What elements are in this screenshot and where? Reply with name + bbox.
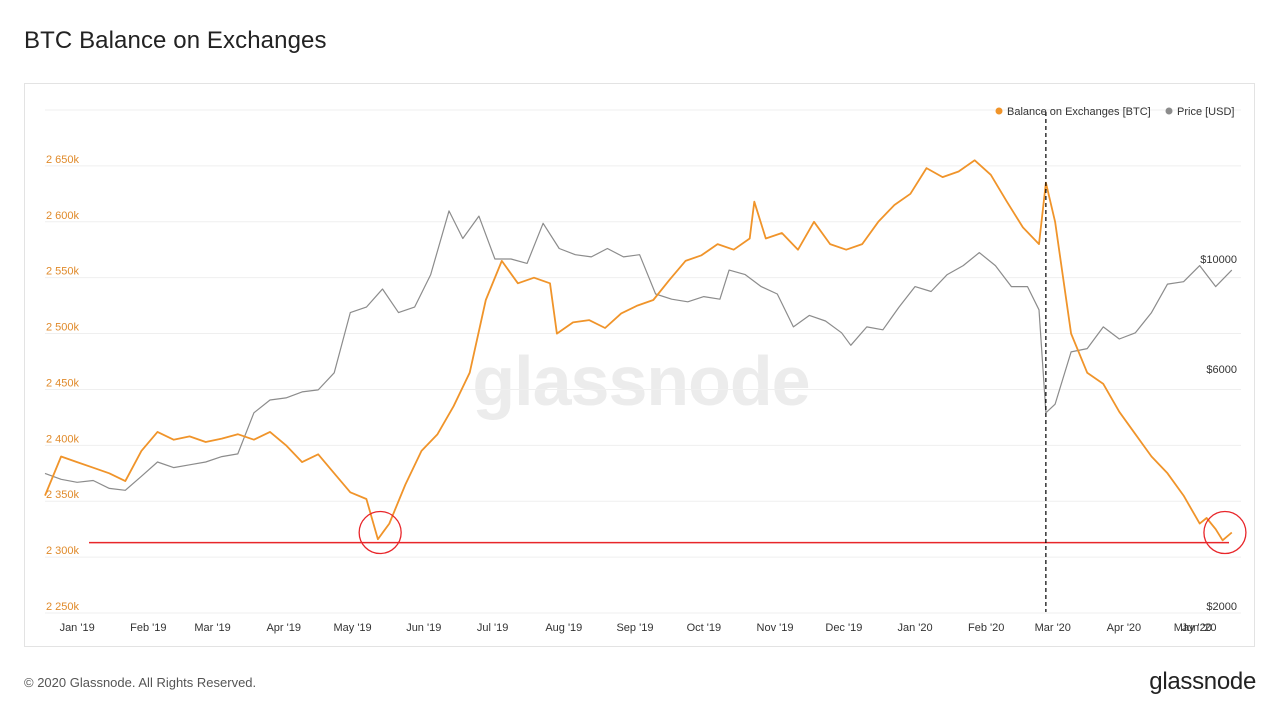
x-tick-label: Jan '20	[897, 622, 932, 634]
highlight-circle	[358, 510, 402, 555]
x-tick-label: Nov '19	[757, 622, 794, 634]
x-tick-label: Oct '19	[687, 622, 722, 634]
x-tick-label: Jun '20	[1181, 622, 1216, 634]
x-tick-label: Mar '20	[1035, 622, 1071, 634]
highlight-circle	[1203, 510, 1247, 555]
right-tick-label: $6000	[1206, 364, 1237, 376]
chart-canvas: glassnode 2 250k 2 300k 2 350k 2 400k 2 450k…	[44, 106, 1247, 634]
left-tick-label: 2 400k	[46, 433, 80, 445]
balance-series-line	[44, 159, 1233, 542]
x-tick-label: Jul '19	[477, 622, 508, 634]
x-tick-label: Apr '19	[266, 622, 301, 634]
left-tick-label: 2 500k	[46, 322, 80, 334]
left-tick-label: 2 350k	[46, 489, 80, 501]
chart-panel: glassnode 2 250k 2 300k 2 350k 2 400k 2 450k…	[24, 83, 1255, 647]
x-tick-label: Feb '19	[130, 622, 166, 634]
x-tick-label: Aug '19	[545, 622, 582, 634]
x-tick-label: Apr '20	[1107, 622, 1142, 634]
x-tick-label: May '20	[1174, 622, 1212, 634]
left-tick-label: 2 250k	[46, 601, 80, 613]
legend-dot-price	[1165, 107, 1173, 115]
right-tick-label: $2000	[1206, 601, 1237, 613]
x-tick-label: Sep '19	[616, 622, 653, 634]
left-tick-label: 2 450k	[46, 377, 80, 389]
left-tick-label: 2 650k	[46, 154, 80, 166]
left-tick-label: 2 600k	[46, 210, 80, 222]
x-tick-label: Dec '19	[825, 622, 862, 634]
x-tick-label: Jan '19	[60, 622, 95, 634]
price-series-line	[44, 210, 1233, 491]
legend-dot-balance	[995, 107, 1003, 115]
right-tick-label: $10000	[1200, 254, 1237, 266]
left-tick-label: 2 300k	[46, 545, 80, 557]
page-title: BTC Balance on Exchanges	[24, 27, 327, 54]
watermark: glassnode	[472, 342, 809, 420]
left-tick-label: 2 550k	[46, 266, 80, 278]
footer-copyright: © 2020 Glassnode. All Rights Reserved.	[24, 675, 257, 690]
x-tick-label: Feb '20	[968, 622, 1004, 634]
brand-logo[interactable]: glassnode	[1149, 668, 1256, 695]
x-tick-label: May '19	[334, 622, 372, 634]
x-tick-label: Mar '19	[194, 622, 230, 634]
legend-label-balance: Balance on Exchanges [BTC]	[1007, 106, 1151, 118]
x-tick-label: Jun '19	[406, 622, 441, 634]
legend-label-price: Price [USD]	[1177, 106, 1234, 118]
